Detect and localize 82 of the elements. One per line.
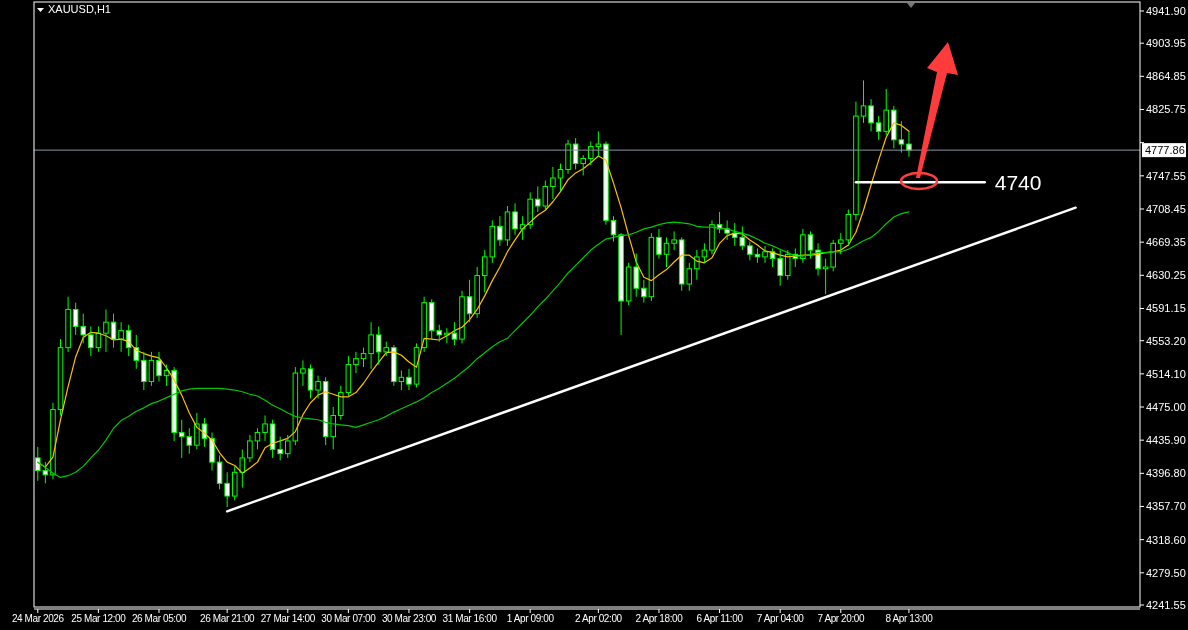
y-tick-label: 4475.00 [1146,400,1186,413]
candlestick [527,191,533,230]
candlestick [254,427,261,450]
candlestick [315,375,321,400]
x-tick-label: 26 Mar 05:00 [131,613,187,624]
y-tick-label: 4318.60 [1146,533,1186,546]
candlestick [504,205,511,247]
y-tick-label: 4591.15 [1146,302,1186,315]
candlestick [671,230,677,251]
candlestick [307,364,314,400]
candlestick [860,79,867,124]
candlestick [65,296,71,353]
x-tick-label: 24 Mar 2026 [11,613,65,624]
candlestick [103,308,109,353]
x-tick-label: 8 Apr 13:00 [885,613,934,624]
candlestick [209,431,215,472]
x-tick-label: 7 Apr 04:00 [756,613,805,624]
candlestick [807,230,814,260]
chart-title: XAUUSD,H1 [48,3,111,15]
candlestick [133,334,140,370]
candlestick [724,219,730,241]
y-tick-label: 4435.90 [1146,434,1186,447]
x-tick-label: 6 Apr 11:00 [696,613,744,624]
candlestick [421,296,427,353]
candlestick [656,228,662,260]
candlestick [762,245,768,264]
candlestick [194,412,200,450]
x-tick-label: 30 Mar 23:00 [381,613,437,624]
y-tick-label: 4241.55 [1146,598,1186,611]
candlestick [550,166,556,200]
y-tick-label: 4514.10 [1146,367,1186,380]
candlestick [603,141,609,226]
x-tick-label: 7 Apr 20:00 [817,613,865,624]
x-tick-label: 31 Mar 16:00 [442,613,498,624]
candlestick [557,163,564,192]
candlestick [156,351,162,383]
y-tick-label: 4941.90 [1146,4,1186,17]
x-tick-label: 30 Mar 07:00 [321,613,377,624]
candlestick [247,434,253,463]
candlestick [406,368,412,391]
ref-line-label: 4777.86 [1145,143,1185,156]
candlestick [171,366,177,442]
candlestick [118,321,124,353]
candlestick [747,241,753,261]
y-tick-label: 4864.85 [1146,70,1186,83]
candlestick [519,215,526,241]
y-tick-label: 4396.80 [1146,467,1186,480]
y-tick-label: 4708.45 [1146,202,1186,215]
line-series [37,211,910,478]
candlestick [300,359,306,387]
y-tick-label: 4553.20 [1146,334,1186,347]
x-tick-label: 26 Mar 21:00 [200,613,256,624]
candlestick [353,351,359,374]
y-tick-label: 4669.35 [1146,236,1186,249]
candlestick [868,98,874,132]
y-tick-label: 4630.25 [1146,269,1186,282]
candlestick [565,139,571,175]
candlestick [709,219,715,255]
candlestick [618,232,624,336]
candlestick [497,215,503,247]
y-tick-label: 4279.50 [1146,566,1186,579]
candlestick [754,247,761,264]
candlestick [262,414,268,442]
x-tick-label: 2 Apr 18:00 [635,613,684,624]
candlestick [451,321,458,346]
x-tick-label: 27 Mar 14:00 [260,613,316,624]
candlestick [459,290,465,344]
y-tick-label: 4747.55 [1146,169,1186,182]
annotation: 4740 [994,170,1042,194]
x-tick-label: 2 Apr 02:00 [574,613,623,624]
candlestick [50,402,56,480]
candlestick [444,327,450,344]
x-tick-label: 25 Mar 12:00 [71,613,127,624]
candlestick [368,321,374,370]
candlestick [125,324,132,357]
candlestick [800,228,806,264]
candlestick [853,101,859,221]
candlestick [512,202,518,236]
y-tick-label: 4357.70 [1146,500,1186,513]
y-tick-label: 4903.95 [1146,37,1186,50]
y-tick-label: 4825.75 [1146,103,1186,116]
x-tick-label: 1 Apr 09:00 [506,613,555,624]
